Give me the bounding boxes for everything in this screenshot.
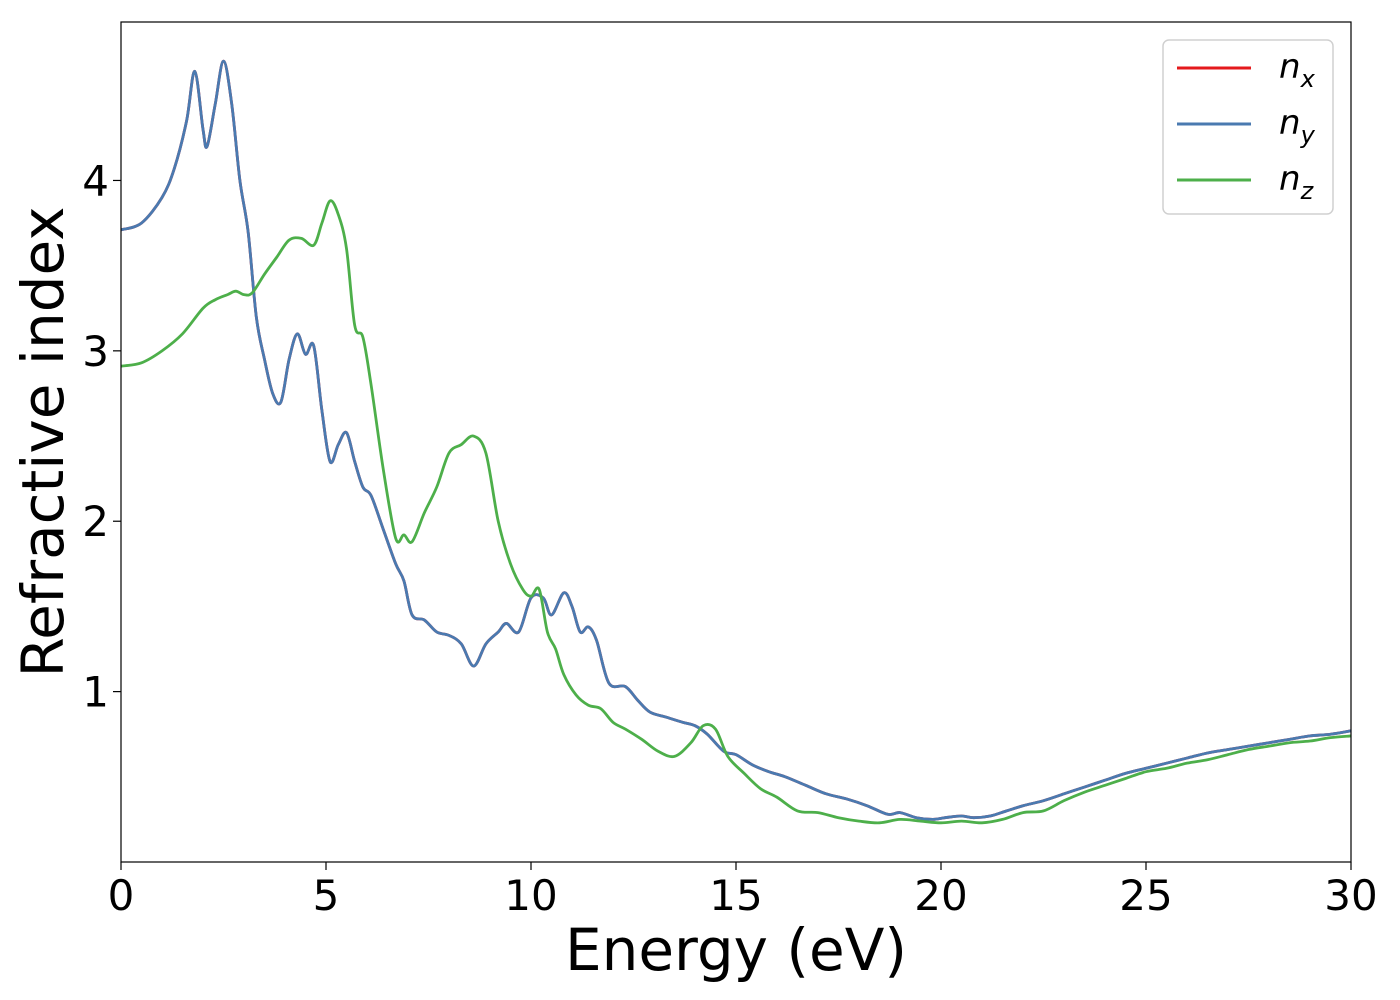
legend-label-sub: y [1300, 121, 1316, 149]
y-tick-label: 3 [82, 327, 109, 376]
x-tick-label: 25 [1119, 871, 1172, 920]
x-tick-label: 10 [504, 871, 557, 920]
x-axis-title: Energy (eV) [565, 916, 907, 984]
legend-label: nz [1279, 159, 1315, 205]
x-tick-label: 5 [313, 871, 340, 920]
legend-label-main: n [1279, 159, 1301, 199]
legend-label: ny [1279, 103, 1316, 149]
legend-label-main: n [1279, 47, 1301, 87]
series-line-n-y [121, 59, 1351, 821]
legend-label-sub: x [1300, 65, 1316, 93]
x-tick-label: 15 [709, 871, 762, 920]
legend-label-main: n [1279, 103, 1301, 143]
legend-label: nx [1279, 47, 1316, 93]
series-layer [121, 59, 1351, 825]
y-axis-title: Refractive index [9, 206, 77, 677]
legend-box [1162, 39, 1334, 215]
x-tick-label: 0 [108, 871, 135, 920]
y-tick-label: 2 [82, 497, 109, 546]
series-line-n-z [121, 199, 1351, 825]
y-axis-ticks: 1 2 3 4 [82, 156, 121, 717]
x-axis-ticks: 0 5 10 15 20 25 30 [108, 862, 1378, 920]
legend-label-sub: z [1300, 177, 1315, 205]
x-tick-label: 20 [914, 871, 967, 920]
x-tick-label: 30 [1324, 871, 1377, 920]
y-tick-label: 1 [82, 668, 109, 717]
y-tick-label: 4 [82, 156, 109, 205]
